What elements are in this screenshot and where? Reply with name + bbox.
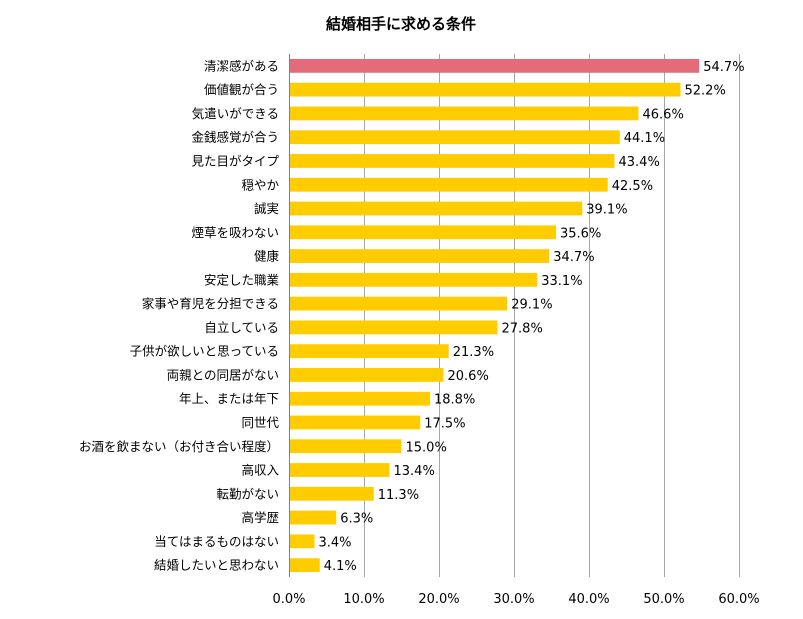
x-tick-label: 40.0% — [568, 592, 609, 607]
category-label: 子供が欲しいと思っている — [130, 344, 279, 359]
bar — [290, 130, 620, 145]
category-label: 同世代 — [241, 415, 279, 430]
bar — [290, 296, 508, 311]
bar — [290, 368, 444, 382]
bar — [290, 272, 538, 287]
value-label: 52.2% — [685, 84, 726, 99]
bar — [290, 320, 498, 335]
bar — [290, 558, 320, 573]
value-label: 27.8% — [502, 321, 543, 336]
value-label: 11.3% — [378, 488, 419, 503]
value-label: 44.1% — [624, 131, 665, 146]
value-label: 33.1% — [541, 274, 582, 289]
bar — [290, 415, 421, 430]
value-label: 4.1% — [324, 559, 357, 574]
category-label: 価値観が合う — [204, 82, 279, 97]
bar — [290, 82, 681, 97]
value-labels: 54.7% 52.2%46.6% 44.1% 43.4% 42.5% 39.1% 35.6%… — [319, 60, 745, 574]
category-label: 自立している — [204, 320, 279, 335]
bar — [290, 344, 449, 359]
value-label: 39.1% — [586, 203, 627, 218]
x-tick-label: 60.0% — [718, 592, 759, 607]
category-label: 両親との同居がない — [167, 367, 279, 382]
value-label: 35.6% — [560, 226, 601, 241]
bar — [290, 463, 390, 477]
bar — [290, 225, 556, 240]
category-label: 転勤がない — [216, 486, 279, 501]
value-label: 6.3% — [340, 512, 373, 527]
value-label: 43.4% — [619, 155, 660, 170]
category-label: 高学歴 — [241, 510, 279, 525]
category-label: 見た目がタイプ — [191, 153, 279, 168]
category-label: 家事や育児を分担できる — [142, 296, 279, 311]
bar — [290, 154, 615, 168]
category-label: 当てはまるものはない — [154, 534, 279, 549]
value-label: 3.4% — [319, 535, 352, 550]
value-label: 18.8% — [434, 393, 475, 408]
category-label: 安定した職業 — [204, 272, 280, 287]
category-label: 高収入 — [241, 463, 279, 478]
bar — [290, 249, 550, 263]
category-label: 健康 — [254, 249, 280, 264]
category-labels: 清潔感がある価値観が合う気遣いができる金銭感覚が合う見た目がタイプ穏やか誠実煙草… — [79, 58, 280, 572]
value-label: 54.7% — [703, 60, 744, 75]
bar — [290, 106, 639, 121]
x-tick-label: 10.0% — [343, 592, 384, 607]
category-label: 誠実 — [254, 201, 279, 216]
category-label: 結婚したいと思わない — [154, 558, 279, 573]
bar — [290, 391, 430, 406]
x-tick-label: 0.0% — [272, 592, 305, 607]
bar — [290, 534, 315, 549]
bar — [290, 58, 700, 73]
bars — [290, 58, 700, 573]
value-label: 21.3% — [453, 345, 494, 360]
chart-title: 結婚相手に求める条件 — [326, 15, 476, 33]
bar — [290, 201, 583, 216]
category-label: 気遣いができる — [192, 106, 279, 121]
category-label: 煙草を吸わない — [191, 225, 279, 240]
value-label: 20.6% — [448, 369, 489, 384]
x-tick-labels: 0.0% 10.0% 20.0% 30.0% 40.0% 50.0% 60.0% — [272, 592, 759, 607]
value-label: 15.0% — [406, 440, 447, 455]
value-label: 42.5% — [612, 179, 653, 194]
category-label: 金銭感覚が合う — [191, 130, 279, 145]
category-label: お酒を飲まない（お付き合い程度） — [79, 439, 279, 454]
bar — [290, 510, 337, 525]
category-label: 年上、または年下 — [179, 391, 279, 406]
value-label: 46.6% — [643, 107, 684, 122]
x-tick-label: 50.0% — [643, 592, 684, 607]
x-tick-label: 20.0% — [418, 592, 459, 607]
category-label: 清潔感がある — [204, 58, 279, 73]
x-tick-label: 30.0% — [493, 592, 534, 607]
bar — [290, 439, 402, 454]
value-label: 13.4% — [394, 464, 435, 479]
bar — [290, 177, 608, 192]
value-label: 34.7% — [553, 250, 594, 265]
category-label: 穏やか — [241, 177, 279, 192]
value-label: 29.1% — [511, 298, 552, 313]
bar — [290, 486, 374, 501]
value-label: 17.5% — [424, 416, 465, 431]
